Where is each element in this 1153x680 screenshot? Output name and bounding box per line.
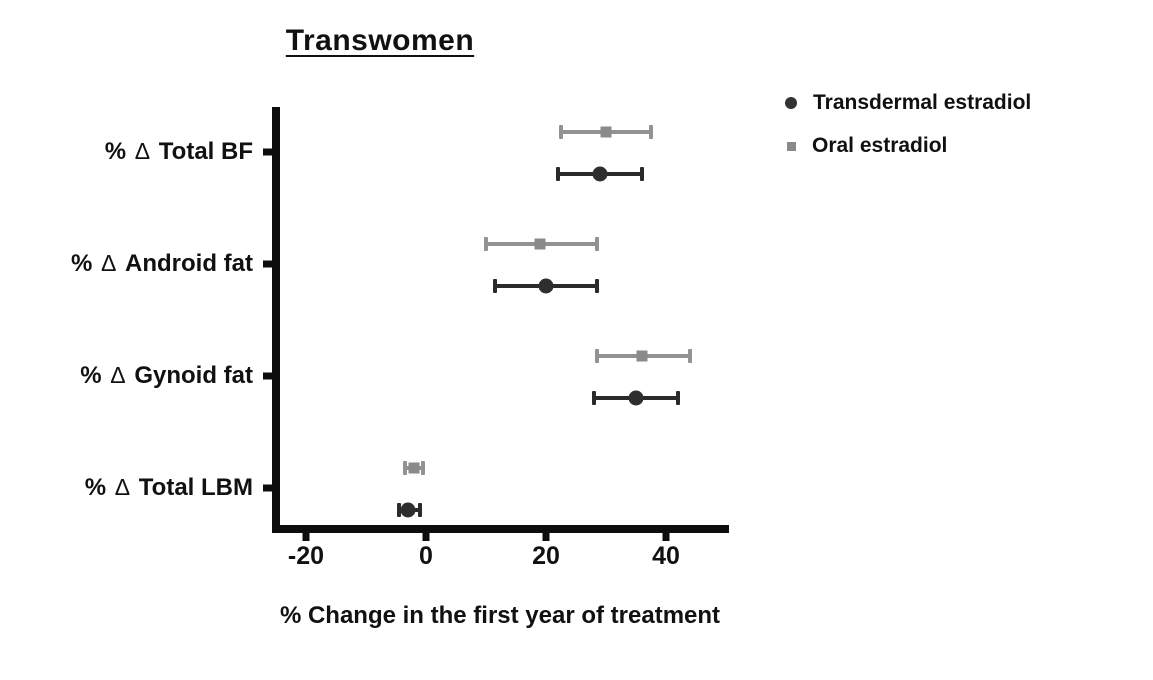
chart-title: Transwomen <box>285 24 475 57</box>
error-bar-cap-high <box>595 279 599 293</box>
error-bar-cap-high <box>676 391 680 405</box>
data-point-square <box>408 462 420 474</box>
error-bar-cap-low <box>595 349 599 363</box>
x-tick-label: 20 <box>532 542 560 570</box>
data-point-circle <box>400 502 416 518</box>
delta-symbol: Δ <box>114 474 131 500</box>
y-axis-label: % Δ Android fat <box>70 250 253 277</box>
y-axis-label: % Δ Total BF <box>104 138 253 165</box>
legend-label: Oral estradiol <box>812 134 948 157</box>
error-bar-cap-low <box>556 167 560 181</box>
oral-estradiol-square-icon <box>787 141 796 151</box>
x-axis-title: % Change in the first year of treatment <box>279 602 721 629</box>
x-axis-line <box>272 525 729 533</box>
error-bar-cap-low <box>559 125 563 139</box>
x-axis-tick <box>542 532 550 541</box>
legend-label: Transdermal estradiol <box>813 91 1032 114</box>
legend: Transdermal estradiol Oral estradiol <box>778 89 1031 160</box>
error-bar-cap-low <box>592 391 596 405</box>
delta-symbol: Δ <box>110 362 126 388</box>
data-point-square <box>600 126 612 138</box>
error-bar-cap-high <box>688 349 692 363</box>
data-point-circle <box>592 166 608 182</box>
error-bar-cap-high <box>649 125 653 139</box>
legend-item: Transdermal estradiol <box>778 89 1031 117</box>
x-axis-tick <box>422 532 430 541</box>
y-axis-tick <box>263 148 272 156</box>
error-bar-cap-low <box>397 503 401 517</box>
error-bar-cap-high <box>421 461 425 475</box>
delta-symbol: Δ <box>100 250 117 276</box>
transdermal-estradiol-circle-icon <box>785 97 797 109</box>
error-bar-cap-low <box>403 461 407 475</box>
data-point-square <box>534 238 546 250</box>
error-bar-cap-high <box>595 237 599 251</box>
delta-symbol: Δ <box>134 138 151 164</box>
y-axis-label: % Δ Total LBM <box>84 474 253 501</box>
x-tick-label: 40 <box>652 542 680 570</box>
error-bar-cap-high <box>640 167 644 181</box>
y-axis-tick <box>263 484 272 492</box>
legend-item: Oral estradiol <box>778 132 1031 160</box>
x-axis-tick <box>662 532 670 541</box>
x-tick-label: -20 <box>287 542 325 570</box>
error-bar-cap-low <box>493 279 497 293</box>
x-axis-tick <box>302 532 310 541</box>
data-point-square <box>636 350 648 362</box>
data-point-circle <box>628 390 644 406</box>
error-bar-cap-low <box>484 237 488 251</box>
error-bar-cap-high <box>418 503 422 517</box>
y-axis-tick <box>263 372 272 380</box>
y-axis-line <box>272 107 280 533</box>
data-point-circle <box>538 278 554 294</box>
y-axis-label: % Δ Gynoid fat <box>80 362 253 389</box>
x-tick-label: 0 <box>419 542 433 570</box>
y-axis-tick <box>263 260 272 268</box>
